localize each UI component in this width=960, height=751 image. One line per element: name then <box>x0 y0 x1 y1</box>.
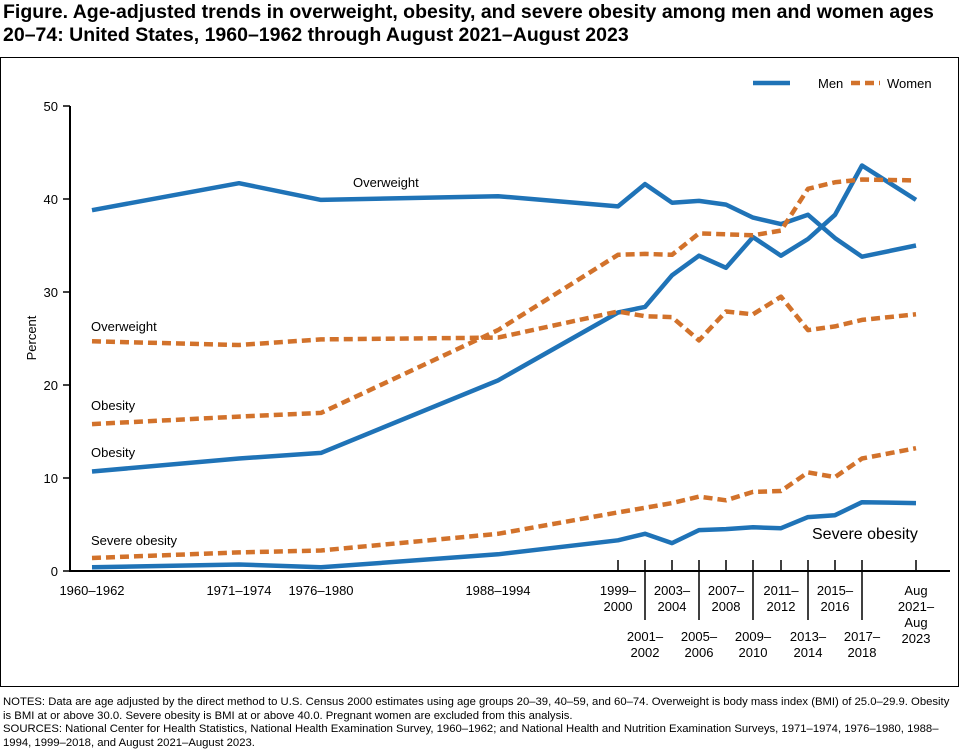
x-tick-label: Aug <box>904 583 927 598</box>
series-line-men-severe-obesity <box>91 499 917 570</box>
y-tick-label: 20 <box>44 378 58 393</box>
x-tick-label: 2004 <box>658 599 687 614</box>
series-line-women-severe-obesity <box>91 445 917 561</box>
x-tick-label: 2023 <box>902 631 931 646</box>
y-tick-label: 40 <box>44 192 58 207</box>
x-tick-label: 2021– <box>898 599 935 614</box>
x-tick-label: 2000 <box>604 599 633 614</box>
x-tick-label: 2012 <box>767 599 796 614</box>
x-tick-label: 2017– <box>844 629 881 644</box>
chart-frame <box>0 57 959 687</box>
series-line-women-obesity <box>91 177 917 427</box>
x-tick-label: 2003– <box>654 583 691 598</box>
label-women-severe-obesity: Severe obesity <box>91 533 177 548</box>
series-line-men-overweight <box>91 180 917 259</box>
x-tick-label: 2016 <box>821 599 850 614</box>
label-men-severe-obesity: Severe obesity <box>812 526 918 543</box>
line-chart: 0 10 20 30 40 50 Percent 1960–1962 1971–1974 1976… <box>24 76 950 660</box>
x-tick-label: 1976–1980 <box>288 583 353 598</box>
x-tick-label: 2006 <box>685 645 714 660</box>
x-tick-label: 2007– <box>708 583 745 598</box>
label-men-overweight: Overweight <box>353 175 419 190</box>
x-tick-label: 1988–1994 <box>465 583 530 598</box>
y-tick-label: 10 <box>44 471 58 486</box>
x-tick-label: 2010 <box>739 645 768 660</box>
x-tick-label: 2009– <box>735 629 772 644</box>
x-tick-label: 2013– <box>790 629 827 644</box>
legend-label-men: Men <box>818 76 843 91</box>
x-tick-label: 2014 <box>794 645 823 660</box>
x-tick-label: 1960–1962 <box>59 583 124 598</box>
x-tick-label: 2001– <box>627 629 664 644</box>
label-women-overweight: Overweight <box>91 319 157 334</box>
series-line-men-obesity <box>91 163 918 474</box>
notes-text: NOTES: Data are age adjusted by the dire… <box>3 696 950 722</box>
x-tick-label: Aug <box>904 615 927 630</box>
x-tick-label: 2011– <box>763 583 799 598</box>
y-tick-label: 30 <box>44 285 58 300</box>
x-tick-label: 2018 <box>848 645 877 660</box>
y-tick-label: 50 <box>44 99 58 114</box>
x-tick-label: 2005– <box>681 629 718 644</box>
y-axis-label: Percent <box>24 315 39 360</box>
series-line-women-overweight <box>91 294 917 348</box>
x-tick-label: 2002 <box>631 645 660 660</box>
x-tick-label: 1971–1974 <box>206 583 271 598</box>
notes: NOTES: Data are age adjusted by the dire… <box>3 696 953 750</box>
label-women-obesity: Obesity <box>91 398 136 413</box>
x-tick-label: 2015– <box>817 583 854 598</box>
legend-label-women: Women <box>887 76 932 91</box>
label-men-obesity: Obesity <box>91 445 136 460</box>
sources-text: SOURCES: National Center for Health Stat… <box>3 723 939 749</box>
y-tick-label: 0 <box>51 564 58 579</box>
x-tick-label: 2008 <box>712 599 741 614</box>
figure-title: Figure. Age-adjusted trends in overweigh… <box>3 1 934 46</box>
x-tick-label: 1999– <box>600 583 637 598</box>
